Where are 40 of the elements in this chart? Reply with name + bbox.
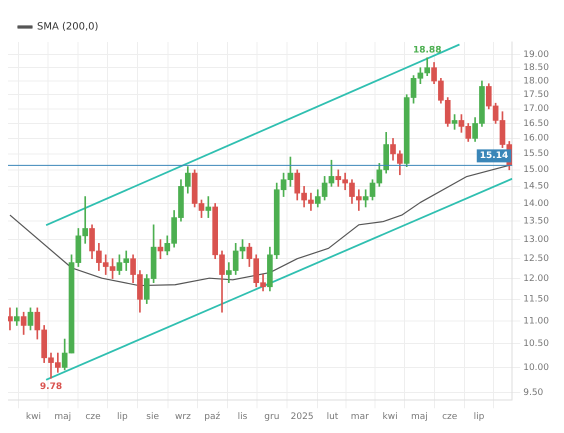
x-tick-label: lut (326, 412, 339, 422)
x-tick-label: mar (350, 412, 370, 422)
y-tick-label: 13.00 (523, 234, 550, 245)
y-tick-label: 12.50 (523, 254, 550, 264)
x-tick-label: kwi (382, 412, 398, 422)
x-tick-label: maj (411, 412, 428, 422)
y-tick-label: 18.50 (523, 63, 550, 73)
x-tick-label: paź (204, 410, 220, 422)
annotation: 18.88 (412, 46, 442, 56)
x-tick-label: gru (264, 412, 280, 422)
y-tick-label: 18.00 (523, 76, 550, 86)
y-tick-label: 17.50 (523, 90, 550, 100)
x-tick-label: lip (474, 412, 485, 422)
x-tick-label: maj (54, 412, 72, 422)
x-tick-label: 2025 (290, 412, 314, 422)
legend-label: SMA (200,0) (37, 22, 99, 33)
y-tick-label: 15.00 (523, 165, 550, 176)
y-tick-label: 19.00 (523, 50, 550, 60)
y-tick-label: 9.50 (523, 388, 544, 398)
y-tick-label: 14.00 (523, 198, 550, 209)
x-tick-label: lis (238, 412, 248, 422)
x-tick-label: cze (85, 412, 102, 422)
y-tick-label: 16.50 (523, 118, 550, 129)
x-tick-label: kwi (26, 412, 41, 422)
annotation: 9.78 (40, 382, 62, 392)
ref-line-label: 15.14 (480, 151, 508, 162)
x-tick-label: cze (442, 412, 458, 422)
x-tick-label: wrz (175, 412, 192, 422)
y-tick-label: 14.50 (523, 182, 550, 192)
x-tick-label: sie (146, 412, 160, 422)
y-tick-label: 10.50 (523, 339, 550, 350)
y-tick-label: 15.50 (523, 149, 550, 160)
y-tick-label: 11.50 (523, 294, 550, 305)
y-tick-label: 16.00 (523, 134, 550, 144)
y-tick-label: 17.00 (523, 104, 550, 114)
y-tick-label: 12.00 (523, 274, 550, 284)
x-tick-label: lip (116, 412, 128, 422)
y-tick-label: 11.00 (523, 316, 550, 326)
y-tick-label: 10.00 (523, 362, 550, 373)
y-tick-label: 13.50 (523, 216, 550, 227)
